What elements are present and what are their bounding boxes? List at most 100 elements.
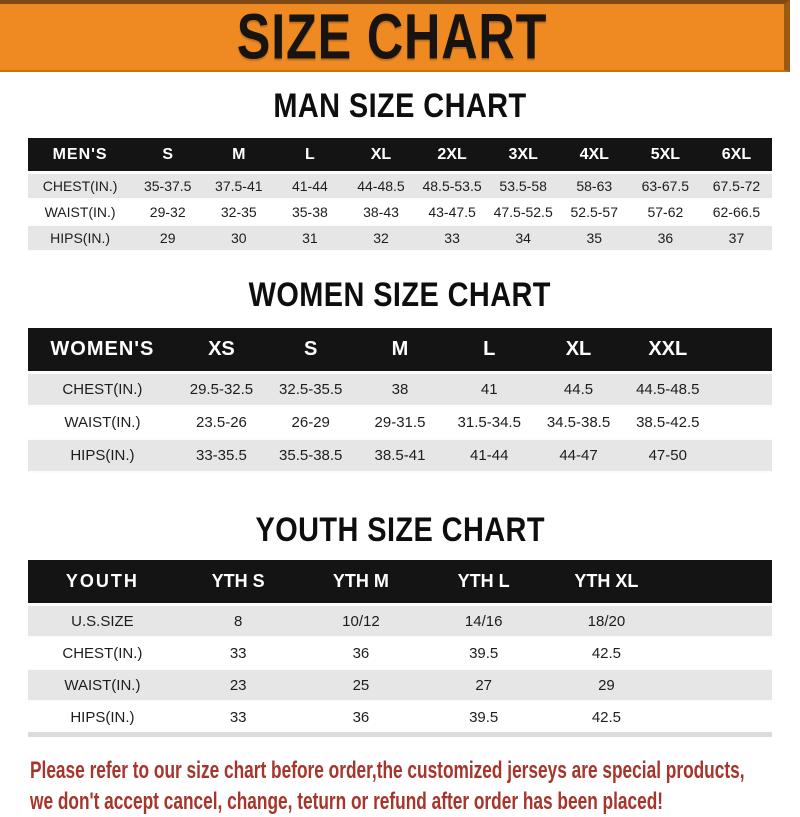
- table-cell: 18/20: [545, 604, 668, 637]
- table-cell: 36: [299, 701, 423, 735]
- table-cell: 36: [629, 225, 701, 251]
- table-cell: 38.5-41: [355, 439, 445, 472]
- table-cell: 52.5-57: [558, 199, 630, 225]
- table-cell: 41: [444, 372, 534, 406]
- table-cell: 62-66.5: [700, 199, 772, 225]
- table-row: WAIST(IN.) 23.5-26 26-29 29-31.5 31.5-34…: [28, 406, 772, 439]
- youth-section-heading-text: YOUTH SIZE CHART: [255, 511, 545, 549]
- table-cell: 34.5-38.5: [533, 406, 624, 439]
- table-cell: 48.5-53.5: [416, 172, 488, 199]
- table-cell: 38: [355, 372, 445, 406]
- order-notice: Please refer to our size chart before or…: [0, 755, 800, 817]
- row-label: HIPS(IN.): [28, 701, 177, 735]
- column-header: S: [132, 138, 204, 174]
- table-row: WAIST(IN.) 23 25 27 29: [28, 669, 772, 701]
- table-cell: 44-47: [533, 439, 624, 472]
- table-cell: 36: [299, 637, 423, 669]
- table-row: WAIST(IN.) 29-32 32-35 35-38 38-43 43-47…: [28, 199, 772, 225]
- table-cell: 35: [558, 225, 630, 251]
- table-cell: 35-38: [274, 199, 346, 225]
- table-cell: 23: [176, 669, 300, 701]
- table-cell: 26-29: [266, 406, 356, 439]
- table-cell: 58-63: [558, 172, 630, 199]
- table-cell: 23.5-26: [176, 406, 267, 439]
- table-cell: 29: [545, 669, 668, 701]
- table-cell: 44.5-48.5: [623, 372, 713, 406]
- row-label: WAIST(IN.): [28, 199, 133, 225]
- column-header: M: [355, 328, 445, 374]
- men-header-row: MEN'S S M L XL 2XL 3XL 4XL 5XL 6XL: [28, 138, 772, 174]
- cell-spacer: [712, 372, 772, 406]
- table-cell: 29: [132, 225, 204, 251]
- header-spacer: [667, 560, 772, 606]
- youth-section-heading: YOUTH SIZE CHART: [0, 513, 800, 548]
- table-row: U.S.SIZE 8 10/12 14/16 18/20: [28, 604, 772, 637]
- table-row: HIPS(IN.) 33-35.5 35.5-38.5 38.5-41 41-4…: [28, 439, 772, 472]
- row-label: U.S.SIZE: [28, 604, 177, 637]
- table-row: CHEST(IN.) 35-37.5 37.5-41 41-44 44-48.5…: [28, 172, 772, 199]
- size-chart-banner: SIZE CHART: [0, 0, 790, 72]
- table-cell: 38.5-42.5: [623, 406, 713, 439]
- table-cell: 42.5: [545, 637, 668, 669]
- table-cell: 32.5-35.5: [266, 372, 356, 406]
- column-header: XL: [345, 138, 417, 174]
- women-section-heading-text: WOMEN SIZE CHART: [248, 276, 552, 314]
- table-cell: 31: [274, 225, 346, 251]
- column-header: XS: [176, 328, 267, 374]
- youth-header-row: YOUTH YTH S YTH M YTH L YTH XL: [28, 560, 772, 606]
- cell-spacer: [667, 701, 772, 735]
- women-header-row: WOMEN'S XS S M L XL XXL: [28, 328, 772, 374]
- table-cell: 33: [176, 701, 300, 735]
- row-label: WAIST(IN.): [28, 669, 177, 701]
- table-cell: 33: [416, 225, 488, 251]
- row-label: CHEST(IN.): [28, 372, 177, 406]
- cell-spacer: [712, 439, 772, 472]
- table-cell: 57-62: [629, 199, 701, 225]
- table-cell: 29-31.5: [355, 406, 445, 439]
- column-header: YTH S: [176, 560, 300, 606]
- table-cell: 25: [299, 669, 423, 701]
- column-header: 2XL: [416, 138, 488, 174]
- table-cell: 39.5: [422, 701, 546, 735]
- table-cell: 35.5-38.5: [266, 439, 356, 472]
- table-row: HIPS(IN.) 33 36 39.5 42.5: [28, 701, 772, 735]
- table-cell: 47-50: [623, 439, 713, 472]
- table-row: HIPS(IN.) 29 30 31 32 33 34 35 36 37: [28, 225, 772, 251]
- order-notice-line2: we don't accept cancel, change, teturn o…: [30, 788, 664, 815]
- table-cell: 67.5-72: [700, 172, 772, 199]
- table-cell: 37.5-41: [203, 172, 275, 199]
- row-label: CHEST(IN.): [28, 172, 133, 199]
- women-size-table: WOMEN'S XS S M L XL XXL CHEST(IN.) 29.5-…: [28, 328, 772, 473]
- table-cell: 41-44: [274, 172, 346, 199]
- table-cell: 63-67.5: [629, 172, 701, 199]
- table-cell: 30: [203, 225, 275, 251]
- table-cell: 31.5-34.5: [444, 406, 534, 439]
- table-cell: 32: [345, 225, 417, 251]
- table-cell: 44-48.5: [345, 172, 417, 199]
- men-size-table: MEN'S S M L XL 2XL 3XL 4XL 5XL 6XL CHEST…: [28, 138, 772, 252]
- table-cell: 43-47.5: [416, 199, 488, 225]
- table-cell: 39.5: [422, 637, 546, 669]
- men-section-heading-text: MAN SIZE CHART: [273, 87, 527, 125]
- table-cell: 38-43: [345, 199, 417, 225]
- column-header: 5XL: [629, 138, 701, 174]
- women-section-heading: WOMEN SIZE CHART: [0, 278, 800, 313]
- order-notice-line1: Please refer to our size chart before or…: [30, 757, 745, 784]
- row-label: CHEST(IN.): [28, 637, 177, 669]
- row-label: HIPS(IN.): [28, 225, 133, 251]
- table-cell: 29.5-32.5: [176, 372, 267, 406]
- women-header-label: WOMEN'S: [28, 328, 177, 374]
- table-cell: 27: [422, 669, 546, 701]
- table-cell: 8: [176, 604, 300, 637]
- column-header: 3XL: [487, 138, 559, 174]
- column-header: YTH XL: [545, 560, 668, 606]
- cell-spacer: [712, 406, 772, 439]
- table-cell: 29-32: [132, 199, 204, 225]
- column-header: XL: [533, 328, 624, 374]
- table-cell: 33-35.5: [176, 439, 267, 472]
- column-header: 6XL: [700, 138, 772, 174]
- table-cell: 41-44: [444, 439, 534, 472]
- column-header: YTH L: [422, 560, 546, 606]
- table-cell: 42.5: [545, 701, 668, 735]
- header-spacer: [712, 328, 772, 374]
